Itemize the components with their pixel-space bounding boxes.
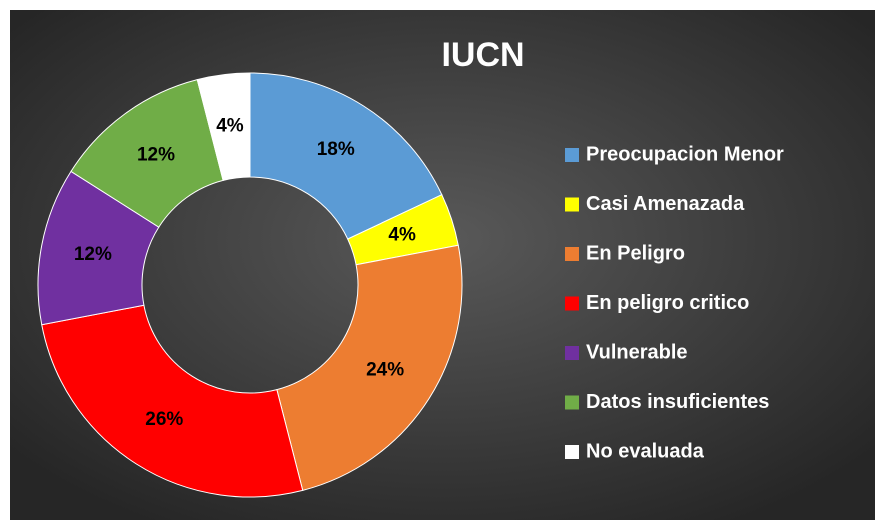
legend-label: En peligro critico bbox=[586, 292, 749, 314]
donut-slice bbox=[196, 72, 251, 182]
legend-label: Preocupacion Menor bbox=[586, 143, 784, 165]
data-label: 4% bbox=[388, 225, 416, 246]
data-label: 24% bbox=[366, 360, 404, 381]
legend-label: No evaluada bbox=[586, 440, 705, 462]
legend-swatch bbox=[565, 296, 579, 311]
legend-label: Vulnerable bbox=[586, 341, 688, 363]
legend-label: Datos insuficientes bbox=[586, 391, 769, 413]
legend-label: Casi Amenazada bbox=[586, 193, 745, 215]
chart-title: IUCN bbox=[441, 36, 524, 74]
data-label: 4% bbox=[216, 115, 244, 136]
legend-swatch bbox=[565, 148, 579, 162]
data-label: 12% bbox=[137, 145, 175, 166]
legend-swatch bbox=[565, 395, 579, 410]
data-label: 26% bbox=[145, 409, 183, 430]
legend-swatch bbox=[565, 247, 579, 261]
legend-swatch bbox=[565, 197, 579, 212]
legend-label: En Peligro bbox=[586, 242, 685, 264]
legend-swatch bbox=[565, 346, 579, 360]
donut-slice bbox=[41, 304, 304, 498]
data-label: 12% bbox=[74, 244, 112, 265]
data-label: 18% bbox=[317, 139, 355, 160]
donut-slice bbox=[276, 244, 463, 491]
legend-swatch bbox=[565, 445, 579, 459]
donut-slice bbox=[249, 72, 443, 240]
